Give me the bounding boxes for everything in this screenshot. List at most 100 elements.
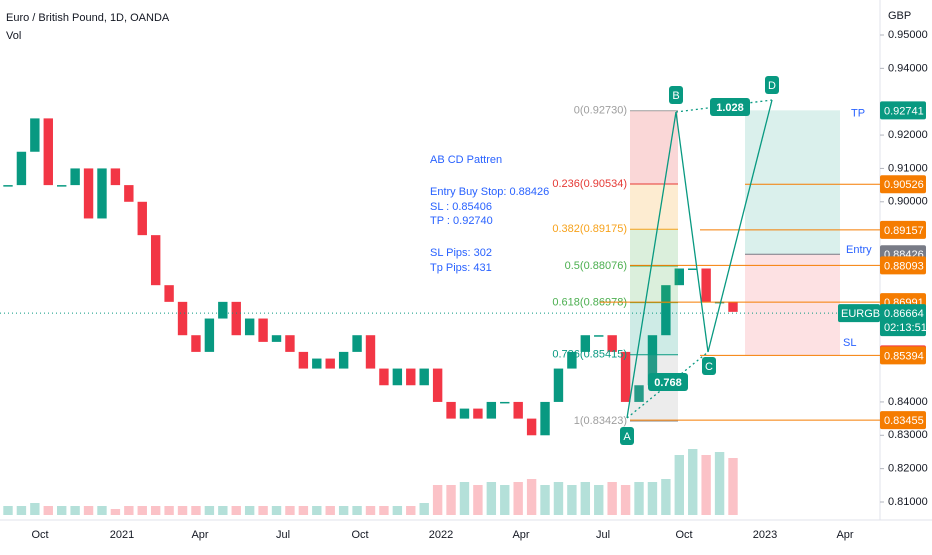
volume-bar (500, 485, 510, 515)
candle (83, 168, 94, 219)
pattern-line (675, 99, 773, 113)
volume-bar (567, 485, 577, 515)
candle (312, 358, 322, 369)
candle (594, 335, 604, 337)
note-line: Entry Buy Stop: 0.88426 (430, 186, 549, 198)
x-tick-label: 2023 (753, 529, 777, 541)
x-tick-label: 2021 (110, 529, 134, 541)
fib-label: 0.618(0.86978) (552, 296, 627, 308)
volume-bar (70, 506, 80, 515)
ratio-label: 0.768 (654, 377, 682, 389)
price-tag (880, 256, 926, 275)
candle (43, 118, 53, 186)
volume-bar (634, 482, 644, 515)
volume-bar (137, 506, 147, 515)
candle (446, 401, 456, 419)
volume-bar (594, 485, 604, 515)
sl-label: SL (843, 337, 856, 349)
volume-bar (312, 506, 322, 515)
volume-bar (365, 506, 376, 515)
volume-bar (271, 506, 282, 515)
candle (285, 335, 295, 352)
tp-label: TP (851, 107, 865, 119)
volume-bar (647, 482, 658, 515)
y-tick-label: 0.95000 (888, 29, 928, 41)
candle (338, 351, 349, 369)
volume-bar (352, 506, 362, 515)
pattern-line (707, 99, 773, 353)
price-tag-label: 0.89157 (884, 225, 924, 237)
point-badge (765, 76, 779, 94)
candle (701, 268, 711, 302)
fib-label: 0.236(0.90534) (552, 178, 627, 190)
ratio-badge (648, 373, 688, 391)
volume-bar (379, 506, 389, 515)
candle (164, 285, 174, 302)
y-tick-label: 0.84000 (888, 396, 928, 408)
volume-bar (298, 506, 309, 515)
price-tag (880, 101, 926, 120)
candle (647, 335, 658, 386)
candle (674, 268, 684, 286)
volume-bar (244, 506, 255, 515)
candle (231, 301, 241, 336)
candle (352, 335, 362, 352)
candle (620, 351, 631, 402)
volume-bar (540, 485, 550, 515)
fib-zone (630, 265, 678, 303)
candle (124, 185, 134, 202)
point-label: C (705, 361, 713, 373)
tp-zone (745, 110, 840, 255)
volume-bar (580, 482, 591, 515)
candle (110, 168, 121, 186)
volume-bar (526, 479, 537, 515)
volume-bar (607, 482, 617, 515)
volume-bar (43, 506, 53, 515)
volume-bar (486, 482, 497, 515)
volume-bar (513, 482, 523, 515)
candle (218, 301, 228, 319)
note-line: SL : 0.85406 (430, 201, 492, 213)
candle (191, 335, 201, 352)
candle (473, 408, 483, 419)
last-tag (880, 304, 926, 337)
candle (580, 335, 591, 352)
volume-bar (231, 506, 241, 515)
volume-bar (258, 506, 268, 515)
point-label: A (623, 431, 631, 443)
volume-bar (728, 458, 738, 515)
candle (177, 301, 188, 336)
ratio-badge (710, 98, 750, 116)
fib-label: 1(0.83423) (574, 415, 627, 427)
candle (325, 358, 335, 369)
volume-bar (459, 482, 470, 515)
note-line: Tp Pips: 431 (430, 262, 492, 274)
candle (526, 418, 537, 436)
point-label: B (672, 90, 679, 102)
volume-bar (204, 506, 215, 515)
y-tick-label: 0.92000 (888, 129, 928, 141)
x-tick-label: Apr (191, 529, 208, 541)
candle (365, 335, 376, 369)
ratio-label: 1.028 (716, 102, 744, 114)
candle (553, 368, 564, 402)
candle (406, 368, 416, 386)
y-tick-label: 0.94000 (888, 62, 928, 74)
x-tick-label: Jul (596, 529, 610, 541)
volume-bar (473, 485, 483, 515)
candle (150, 235, 161, 286)
candle (258, 318, 268, 342)
price-tag (880, 220, 926, 239)
candle (432, 368, 443, 402)
candle (97, 168, 107, 219)
candle (459, 408, 470, 419)
price-tag-label: 0.92741 (884, 105, 924, 117)
candle (634, 385, 644, 402)
price-tag-label: 0.83455 (884, 415, 924, 427)
candle (57, 185, 67, 187)
volume-bar (432, 485, 443, 515)
fib-label: 0.5(0.88076) (565, 260, 627, 272)
pattern-line (626, 111, 677, 419)
volume-bar (83, 506, 94, 515)
price-tag (880, 175, 926, 194)
